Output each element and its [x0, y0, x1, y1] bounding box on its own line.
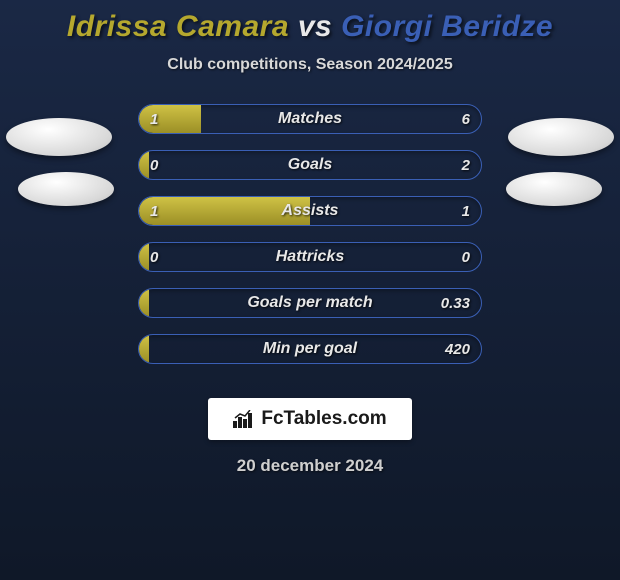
comparison-title: Idrissa Camara vs Giorgi Beridze: [0, 0, 620, 44]
brand-text: FcTables.com: [261, 408, 386, 430]
vs-text: vs: [298, 10, 332, 43]
stat-value-left: 1: [150, 104, 158, 134]
stats-bars: Matches16Goals02Assists11Hattricks00Goal…: [0, 104, 620, 364]
bar-container: Goals: [138, 150, 482, 180]
brand-chart-icon: [233, 410, 255, 428]
stat-value-right: 2: [462, 150, 470, 180]
bar-container: Hattricks: [138, 242, 482, 272]
brand-box: FcTables.com: [208, 398, 412, 440]
stat-label: Hattricks: [139, 243, 481, 271]
stat-value-right: 1: [462, 196, 470, 226]
stat-row: Hattricks0 0: [0, 242, 620, 272]
stat-value-left: 0: [150, 150, 158, 180]
stat-label: Matches: [139, 105, 481, 133]
stat-value-left: 0: [150, 242, 158, 272]
stat-row: Goals per match0.33: [0, 288, 620, 318]
stat-value-right: 0.33: [441, 288, 470, 318]
stat-row: Goals0 2: [0, 150, 620, 180]
player2-name: Giorgi Beridze: [341, 10, 553, 43]
stat-label: Assists: [139, 197, 481, 225]
stat-label: Min per goal: [139, 335, 481, 363]
stat-label: Goals: [139, 151, 481, 179]
stat-row: Min per goal420: [0, 334, 620, 364]
bar-container: Assists: [138, 196, 482, 226]
stat-value-right: 0: [462, 242, 470, 272]
bar-container: Matches: [138, 104, 482, 134]
stat-row: Assists1 1: [0, 196, 620, 226]
subtitle: Club competitions, Season 2024/2025: [0, 56, 620, 74]
player1-name: Idrissa Camara: [67, 10, 289, 43]
stat-value-right: 6: [462, 104, 470, 134]
date-text: 20 december 2024: [0, 456, 620, 476]
stat-label: Goals per match: [139, 289, 481, 317]
bar-container: Goals per match: [138, 288, 482, 318]
stat-value-left: 1: [150, 196, 158, 226]
stat-value-right: 420: [445, 334, 470, 364]
stat-row: Matches1 6: [0, 104, 620, 134]
bar-container: Min per goal: [138, 334, 482, 364]
